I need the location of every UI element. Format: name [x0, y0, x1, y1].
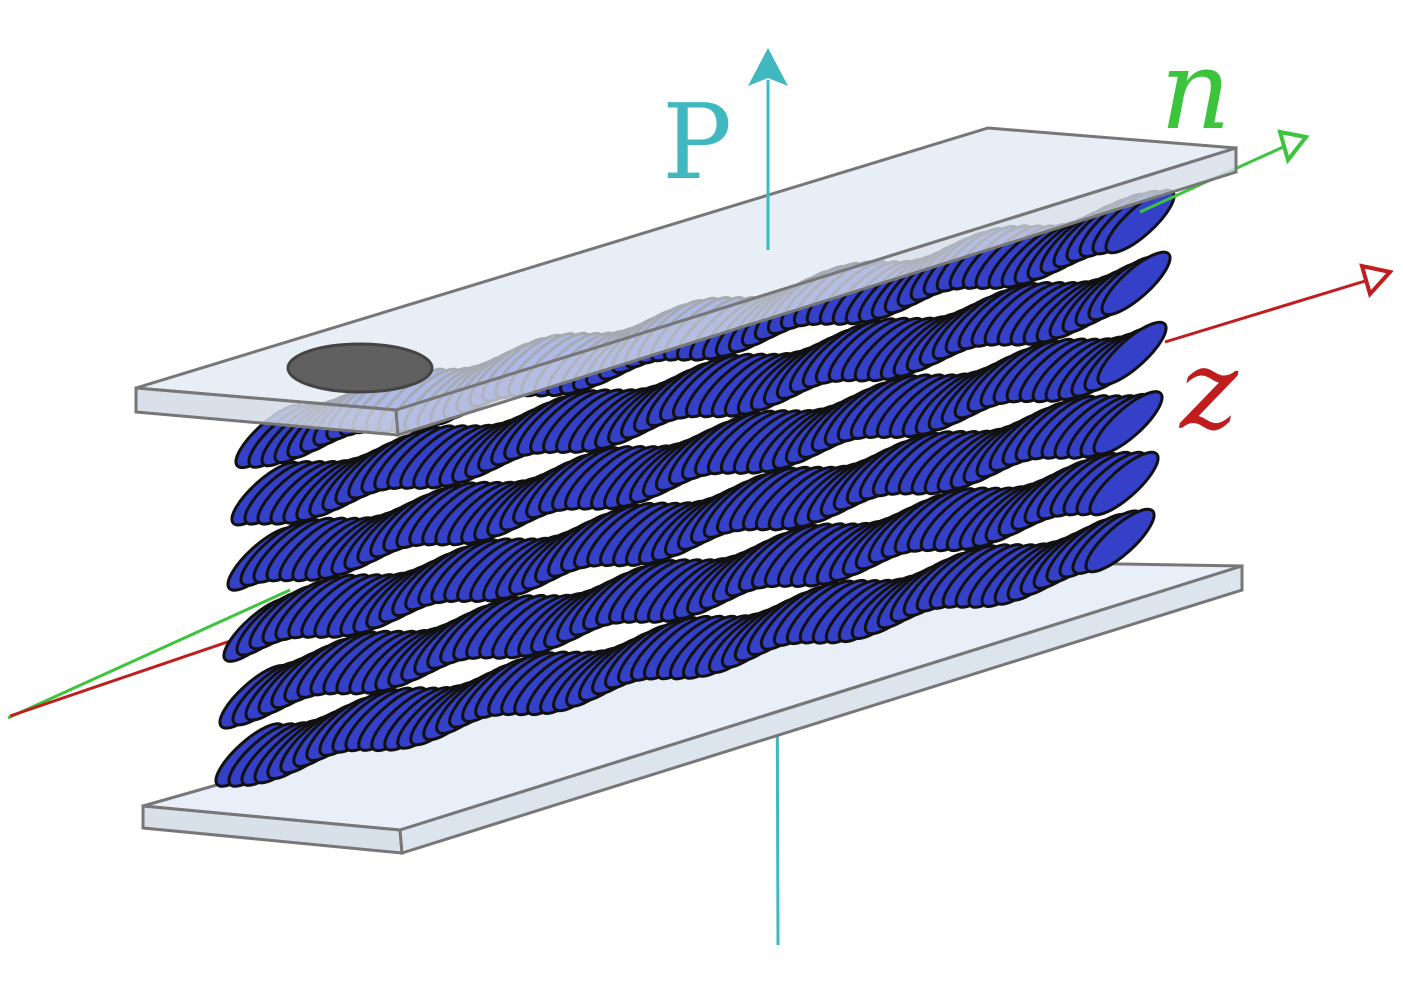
director-arrowhead — [1277, 129, 1310, 165]
director-label: n — [1160, 26, 1231, 154]
top-glass-plate — [134, 126, 1238, 437]
layer-normal-arrowhead — [1359, 263, 1394, 299]
polarization-label: P — [662, 81, 732, 203]
molecule — [1092, 390, 1164, 456]
molecule — [1100, 250, 1172, 317]
layer-normal-label: z — [1178, 326, 1239, 454]
molecule-layers — [214, 188, 1176, 788]
bottom-glass-plate — [141, 560, 1244, 855]
layer-normal-axis-upper — [1164, 276, 1376, 344]
director-axis-lower — [7, 588, 291, 720]
polarization-arrowhead — [748, 48, 788, 86]
molecule — [1084, 507, 1156, 574]
molecule — [1088, 450, 1160, 517]
molecule — [1096, 320, 1168, 387]
electrode-contact — [286, 342, 434, 394]
